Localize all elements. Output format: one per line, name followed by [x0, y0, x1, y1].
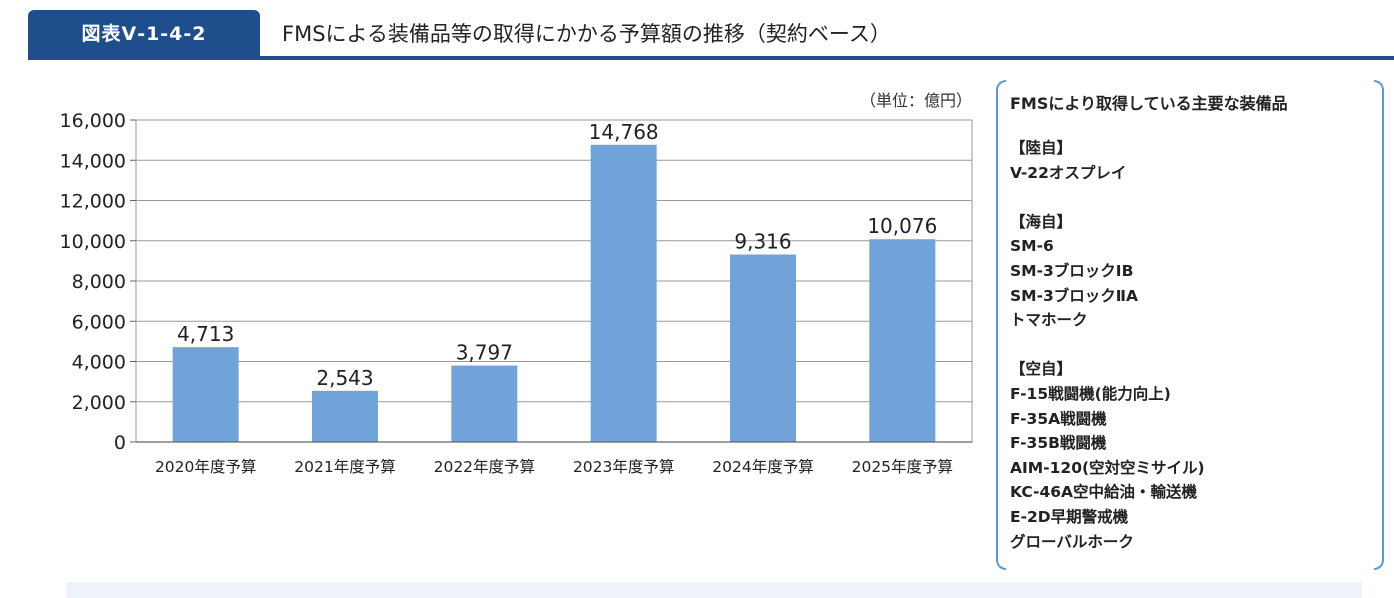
- spacer: [1010, 333, 1205, 358]
- figure-label: 図表Ⅴ-1-4-2: [28, 10, 260, 58]
- equipment-item: F-15戦闘機(能力向上): [1010, 384, 1171, 403]
- y-tick-label: 16,000: [60, 110, 126, 132]
- x-tick-label: 2025年度予算: [852, 457, 953, 476]
- group-heading-msdf: 【海自】: [1010, 212, 1073, 231]
- data-label: 3,797: [456, 341, 513, 365]
- group-heading-asdf: 【空自】: [1010, 360, 1073, 379]
- footer-band: [66, 582, 1362, 598]
- equipment-item: SM-3ブロックⅡA: [1010, 286, 1139, 305]
- equipment-item: トマホーク: [1010, 311, 1088, 330]
- y-tick-label: 14,000: [60, 150, 126, 172]
- panel-body: 【陸自】 V-22オスプレイ 【海自】 SM-6 SM-3ブロックⅠB SM-3…: [1010, 136, 1205, 554]
- equipment-item: F-35A戦闘機: [1010, 409, 1107, 428]
- y-tick-label: 10,000: [60, 231, 126, 253]
- equipment-item: グローバルホーク: [1010, 532, 1134, 551]
- y-tick-label: 4,000: [72, 352, 126, 374]
- header-rule: [28, 56, 1394, 60]
- equipment-item: AIM-120(空対空ミサイル): [1010, 458, 1205, 477]
- y-tick-label: 0: [114, 432, 126, 454]
- bar: [172, 347, 239, 442]
- y-tick-label: 12,000: [60, 191, 126, 213]
- equipment-item: KC-46A空中給油・輸送機: [1010, 483, 1198, 502]
- left-bracket: [996, 80, 1006, 570]
- equipment-item: SM-6: [1010, 237, 1054, 256]
- x-tick-label: 2023年度予算: [573, 457, 674, 476]
- right-bracket: [1374, 80, 1384, 570]
- bar: [590, 144, 657, 442]
- x-tick-label: 2020年度予算: [155, 457, 256, 476]
- y-tick-label: 6,000: [72, 311, 126, 333]
- group-heading-gsdf: 【陸自】: [1010, 139, 1073, 157]
- x-tick-label: 2022年度予算: [434, 457, 535, 476]
- panel-title: FMSにより取得している主要な装備品: [1010, 94, 1288, 113]
- equipment-item: V-22オスプレイ: [1010, 163, 1127, 182]
- equipment-item: SM-3ブロックⅠB: [1010, 261, 1134, 280]
- data-label: 2,543: [316, 366, 373, 390]
- data-label: 10,076: [867, 214, 937, 238]
- x-tick-label: 2021年度予算: [294, 457, 395, 476]
- bar: [451, 365, 518, 442]
- y-tick-label: 2,000: [72, 392, 126, 414]
- equipment-item: F-35B戦闘機: [1010, 434, 1107, 453]
- y-tick-label: 8,000: [72, 271, 126, 293]
- data-label: 14,768: [589, 120, 659, 144]
- bar-chart: 0 2,000 4,000 6,000 8,000 10,000 12,000 14,000 1…: [60, 91, 973, 476]
- data-label: 9,316: [734, 230, 791, 254]
- unit-note: （単位：億円）: [860, 91, 972, 110]
- x-tick-label: 2024年度予算: [712, 457, 813, 476]
- equipment-panel: FMSにより取得している主要な装備品 【陸自】 V-22オスプレイ 【海自】 S…: [996, 80, 1384, 570]
- bar: [869, 239, 936, 442]
- data-label: 4,713: [177, 322, 234, 346]
- spacer: [1010, 185, 1205, 210]
- bar: [730, 254, 796, 442]
- equipment-item: E-2D早期警戒機: [1010, 507, 1129, 526]
- bar: [312, 390, 378, 442]
- figure-title: FMSによる装備品等の取得にかかる予算額の推移（契約ベース）: [282, 22, 891, 46]
